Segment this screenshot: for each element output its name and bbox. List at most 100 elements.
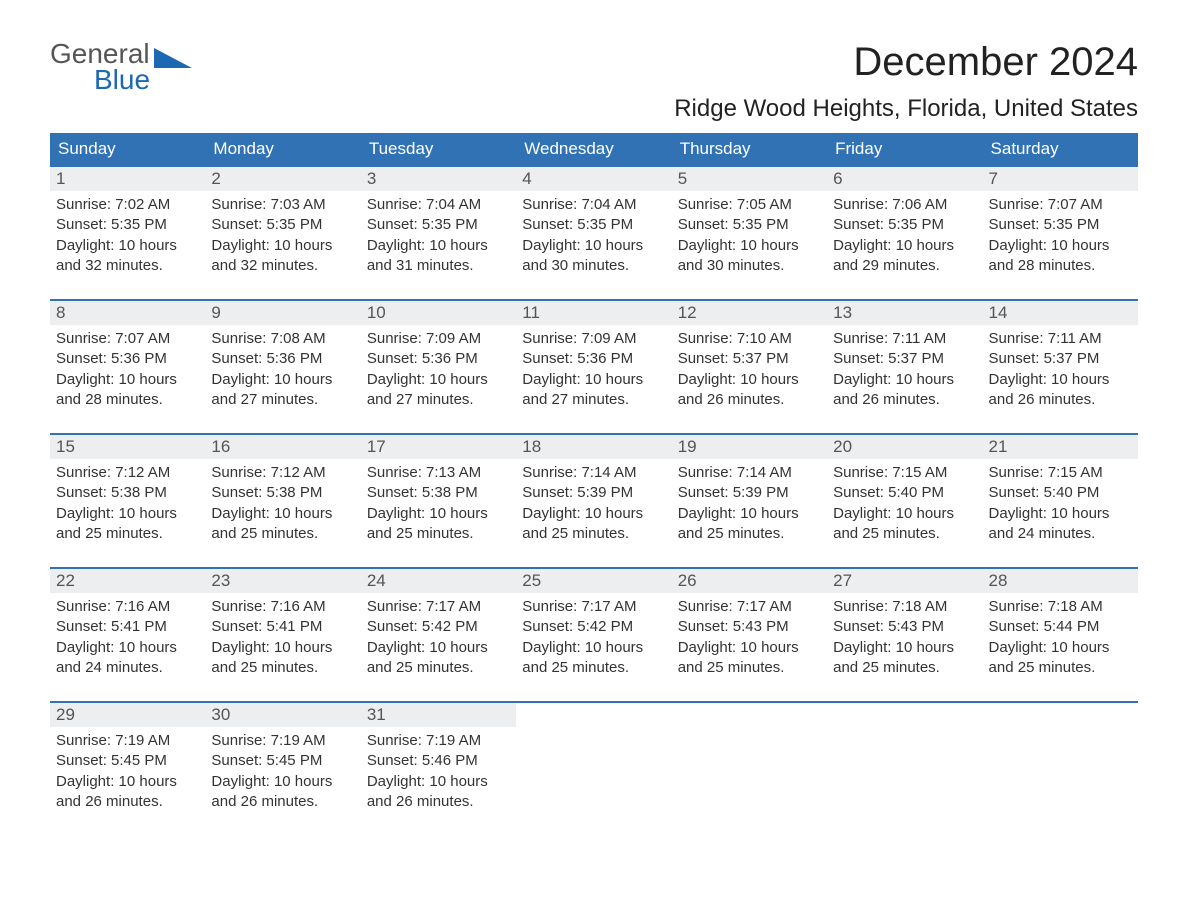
day-number: 10 [361, 301, 516, 325]
day-number: 4 [516, 167, 671, 191]
day-cell: 25Sunrise: 7:17 AMSunset: 5:42 PMDayligh… [516, 568, 671, 688]
sunset-line: Sunset: 5:35 PM [522, 215, 665, 235]
daylight-line2: and 28 minutes. [56, 390, 199, 410]
daylight-line2: and 27 minutes. [367, 390, 510, 410]
day-body: Sunrise: 7:07 AMSunset: 5:35 PMDaylight:… [983, 191, 1138, 286]
sunset-line: Sunset: 5:35 PM [367, 215, 510, 235]
sunset-line: Sunset: 5:36 PM [211, 349, 354, 369]
day-body: Sunrise: 7:18 AMSunset: 5:44 PMDaylight:… [983, 593, 1138, 688]
sunrise-line: Sunrise: 7:03 AM [211, 195, 354, 215]
day-cell: 9Sunrise: 7:08 AMSunset: 5:36 PMDaylight… [205, 300, 360, 420]
sunset-line: Sunset: 5:35 PM [211, 215, 354, 235]
spacer-row [50, 688, 1138, 702]
sunset-line: Sunset: 5:37 PM [989, 349, 1132, 369]
sunset-line: Sunset: 5:35 PM [56, 215, 199, 235]
day-cell: 31Sunrise: 7:19 AMSunset: 5:46 PMDayligh… [361, 702, 516, 822]
daylight-line1: Daylight: 10 hours [833, 236, 976, 256]
day-number: 12 [672, 301, 827, 325]
day-cell: 11Sunrise: 7:09 AMSunset: 5:36 PMDayligh… [516, 300, 671, 420]
daylight-line2: and 32 minutes. [56, 256, 199, 276]
sunrise-line: Sunrise: 7:04 AM [522, 195, 665, 215]
daylight-line1: Daylight: 10 hours [56, 504, 199, 524]
day-header: Saturday [983, 133, 1138, 166]
daylight-line2: and 31 minutes. [367, 256, 510, 276]
day-number: 16 [205, 435, 360, 459]
daylight-line1: Daylight: 10 hours [211, 772, 354, 792]
day-cell: 23Sunrise: 7:16 AMSunset: 5:41 PMDayligh… [205, 568, 360, 688]
sunset-line: Sunset: 5:36 PM [367, 349, 510, 369]
sunrise-line: Sunrise: 7:19 AM [367, 731, 510, 751]
day-number: 11 [516, 301, 671, 325]
day-body: Sunrise: 7:14 AMSunset: 5:39 PMDaylight:… [516, 459, 671, 554]
day-cell: 5Sunrise: 7:05 AMSunset: 5:35 PMDaylight… [672, 166, 827, 286]
day-body: Sunrise: 7:09 AMSunset: 5:36 PMDaylight:… [516, 325, 671, 420]
daylight-line2: and 26 minutes. [56, 792, 199, 812]
day-body: Sunrise: 7:16 AMSunset: 5:41 PMDaylight:… [205, 593, 360, 688]
daylight-line1: Daylight: 10 hours [367, 370, 510, 390]
day-body: Sunrise: 7:08 AMSunset: 5:36 PMDaylight:… [205, 325, 360, 420]
daylight-line1: Daylight: 10 hours [367, 236, 510, 256]
sunrise-line: Sunrise: 7:07 AM [989, 195, 1132, 215]
daylight-line2: and 26 minutes. [211, 792, 354, 812]
day-number: 5 [672, 167, 827, 191]
sunset-line: Sunset: 5:44 PM [989, 617, 1132, 637]
day-cell: 10Sunrise: 7:09 AMSunset: 5:36 PMDayligh… [361, 300, 516, 420]
day-cell [672, 702, 827, 822]
daylight-line1: Daylight: 10 hours [56, 772, 199, 792]
sunset-line: Sunset: 5:46 PM [367, 751, 510, 771]
day-header: Monday [205, 133, 360, 166]
sunset-line: Sunset: 5:39 PM [522, 483, 665, 503]
day-body: Sunrise: 7:04 AMSunset: 5:35 PMDaylight:… [361, 191, 516, 286]
daylight-line2: and 29 minutes. [833, 256, 976, 276]
sunrise-line: Sunrise: 7:17 AM [367, 597, 510, 617]
day-cell: 7Sunrise: 7:07 AMSunset: 5:35 PMDaylight… [983, 166, 1138, 286]
daylight-line2: and 26 minutes. [678, 390, 821, 410]
daylight-line2: and 25 minutes. [211, 524, 354, 544]
day-cell [983, 702, 1138, 822]
day-number: 15 [50, 435, 205, 459]
sunset-line: Sunset: 5:35 PM [833, 215, 976, 235]
day-cell: 3Sunrise: 7:04 AMSunset: 5:35 PMDaylight… [361, 166, 516, 286]
daylight-line1: Daylight: 10 hours [367, 504, 510, 524]
daylight-line1: Daylight: 10 hours [522, 236, 665, 256]
daylight-line2: and 28 minutes. [989, 256, 1132, 276]
day-body: Sunrise: 7:02 AMSunset: 5:35 PMDaylight:… [50, 191, 205, 286]
day-body: Sunrise: 7:05 AMSunset: 5:35 PMDaylight:… [672, 191, 827, 286]
daylight-line1: Daylight: 10 hours [678, 370, 821, 390]
daylight-line1: Daylight: 10 hours [833, 370, 976, 390]
sunset-line: Sunset: 5:39 PM [678, 483, 821, 503]
daylight-line2: and 26 minutes. [367, 792, 510, 812]
day-number: 1 [50, 167, 205, 191]
day-body: Sunrise: 7:16 AMSunset: 5:41 PMDaylight:… [50, 593, 205, 688]
sunset-line: Sunset: 5:45 PM [56, 751, 199, 771]
sunrise-line: Sunrise: 7:07 AM [56, 329, 199, 349]
sunset-line: Sunset: 5:40 PM [989, 483, 1132, 503]
day-cell: 22Sunrise: 7:16 AMSunset: 5:41 PMDayligh… [50, 568, 205, 688]
day-cell: 12Sunrise: 7:10 AMSunset: 5:37 PMDayligh… [672, 300, 827, 420]
day-body: Sunrise: 7:12 AMSunset: 5:38 PMDaylight:… [50, 459, 205, 554]
daylight-line2: and 25 minutes. [678, 658, 821, 678]
daylight-line1: Daylight: 10 hours [989, 504, 1132, 524]
day-number: 21 [983, 435, 1138, 459]
sunset-line: Sunset: 5:35 PM [989, 215, 1132, 235]
day-number: 18 [516, 435, 671, 459]
day-cell: 14Sunrise: 7:11 AMSunset: 5:37 PMDayligh… [983, 300, 1138, 420]
daylight-line2: and 30 minutes. [678, 256, 821, 276]
day-body: Sunrise: 7:17 AMSunset: 5:43 PMDaylight:… [672, 593, 827, 688]
daylight-line2: and 25 minutes. [367, 524, 510, 544]
sunset-line: Sunset: 5:38 PM [367, 483, 510, 503]
daylight-line1: Daylight: 10 hours [211, 236, 354, 256]
daylight-line1: Daylight: 10 hours [522, 370, 665, 390]
day-cell: 29Sunrise: 7:19 AMSunset: 5:45 PMDayligh… [50, 702, 205, 822]
sunset-line: Sunset: 5:43 PM [833, 617, 976, 637]
day-cell: 13Sunrise: 7:11 AMSunset: 5:37 PMDayligh… [827, 300, 982, 420]
sunset-line: Sunset: 5:41 PM [211, 617, 354, 637]
day-cell: 17Sunrise: 7:13 AMSunset: 5:38 PMDayligh… [361, 434, 516, 554]
day-number: 29 [50, 703, 205, 727]
daylight-line1: Daylight: 10 hours [989, 638, 1132, 658]
daylight-line1: Daylight: 10 hours [56, 638, 199, 658]
daylight-line1: Daylight: 10 hours [211, 370, 354, 390]
daylight-line1: Daylight: 10 hours [833, 638, 976, 658]
daylight-line2: and 25 minutes. [833, 658, 976, 678]
spacer-row [50, 420, 1138, 434]
